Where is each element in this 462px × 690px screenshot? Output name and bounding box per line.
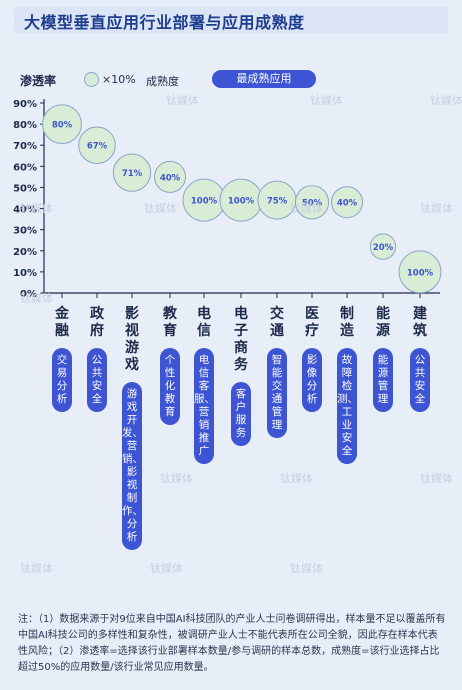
y-tick-label: 0% xyxy=(20,289,37,300)
watermark: 钛媒体 xyxy=(144,202,177,215)
industry-label: 教育 xyxy=(163,306,177,339)
bubble-7 xyxy=(294,185,330,220)
bubble-0 xyxy=(42,104,82,145)
bubble-label: 40% xyxy=(160,173,181,183)
most-mature-app-pill: 故障检测、工业安全 xyxy=(337,348,358,464)
bubble-label: 20% xyxy=(373,243,394,253)
industry-label: 电子商务 xyxy=(234,306,248,373)
y-tick-label: 20% xyxy=(13,247,37,258)
watermark: 钛媒体 xyxy=(20,562,53,575)
footnote: 注：（1）数据来源于对9位来自中国AI科技团队的产业人士问卷调研得出，样本量不足… xyxy=(18,614,446,673)
bubble-9 xyxy=(369,233,397,260)
bubble-3 xyxy=(154,160,186,193)
bubble-10 xyxy=(398,250,442,294)
most-mature-app-pill: 电信客服、营销推广 xyxy=(194,348,215,464)
y-tick-label: 90% xyxy=(13,99,37,110)
most-mature-app-pill: 个性化教育 xyxy=(160,348,180,425)
bubble-label: 80% xyxy=(52,121,73,131)
watermark: 钛媒体 xyxy=(290,562,323,575)
bubble-label: 100% xyxy=(228,197,255,207)
watermark: 钛媒体 xyxy=(430,94,462,107)
legend-maturity-label: 成熟度 xyxy=(146,75,179,88)
y-tick-label: 50% xyxy=(13,183,37,194)
watermark: 钛媒体 xyxy=(420,472,453,485)
y-tick-label: 80% xyxy=(13,120,37,131)
industry-label: 金融 xyxy=(55,306,69,339)
legend-size-note: ×10% xyxy=(102,73,136,86)
bubble-label: 100% xyxy=(191,197,218,207)
y-tick-label: 10% xyxy=(13,268,37,279)
chart-title: 大模型垂直应用行业部署与应用成熟度 xyxy=(24,13,305,32)
bubble-label: 67% xyxy=(87,142,108,152)
most-mature-app-pill: 智能交通管理 xyxy=(267,348,287,438)
bubble-8 xyxy=(331,186,363,219)
bubble-chart: 0% 10% 20% 30% 40% 50% 60% 70% 80% 90% 80% 67% 71% 40… xyxy=(13,99,442,300)
industry-label: 能源 xyxy=(376,306,390,339)
watermark: 钛媒体 xyxy=(160,472,193,485)
watermark: 钛媒体 xyxy=(280,472,313,485)
most-mature-app-pill: 公共安全 xyxy=(87,348,107,412)
most-mature-app-pill: 公共安全 xyxy=(410,348,430,412)
industry-label: 影视游戏 xyxy=(125,306,139,373)
most-mature-app-pill: 游戏开发、营销、影视制作、分析 xyxy=(122,382,143,550)
y-tick-label: 40% xyxy=(13,205,37,216)
bubble-label: 75% xyxy=(267,197,288,207)
watermark: 钛媒体 xyxy=(310,94,343,107)
y-tick-label: 60% xyxy=(13,162,37,173)
most-mature-app-pill: 客户服务 xyxy=(231,382,251,446)
most-mature-app-pill: 影像分析 xyxy=(302,348,322,412)
legend-most-mature-pill: 最成熟应用 xyxy=(212,70,316,88)
industry-label: 制造 xyxy=(340,306,354,339)
industry-label: 建筑 xyxy=(413,306,427,339)
industry-label: 电信 xyxy=(197,306,211,339)
watermark: 钛媒体 xyxy=(420,202,453,215)
bubble-label: 40% xyxy=(337,199,358,209)
industry-label: 医疗 xyxy=(305,306,319,339)
bubble-label: 50% xyxy=(302,199,323,209)
watermark: 钛媒体 xyxy=(290,202,323,215)
title-bar: 大模型垂直应用行业部署与应用成熟度 xyxy=(14,6,448,34)
bubble-1 xyxy=(78,126,116,165)
bubble-label: 71% xyxy=(122,169,143,179)
watermark: 钛媒体 xyxy=(166,94,199,107)
industry-label: 交通 xyxy=(270,306,284,339)
most-mature-app-pill: 能源管理 xyxy=(373,348,393,412)
most-mature-app-pill: 交易分析 xyxy=(52,348,72,412)
bubble-2 xyxy=(112,153,152,192)
bubble-label: 100% xyxy=(407,268,434,278)
industry-label: 政府 xyxy=(90,306,104,339)
watermark: 钛媒体 xyxy=(20,202,53,215)
watermark: 钛媒体 xyxy=(150,562,183,575)
legend-bubble-icon xyxy=(84,72,99,87)
watermark: 钛媒体 xyxy=(20,292,53,305)
y-axis-label: 渗透率 xyxy=(20,74,57,88)
y-tick-label: 70% xyxy=(13,141,37,152)
y-tick-label: 30% xyxy=(13,226,37,237)
